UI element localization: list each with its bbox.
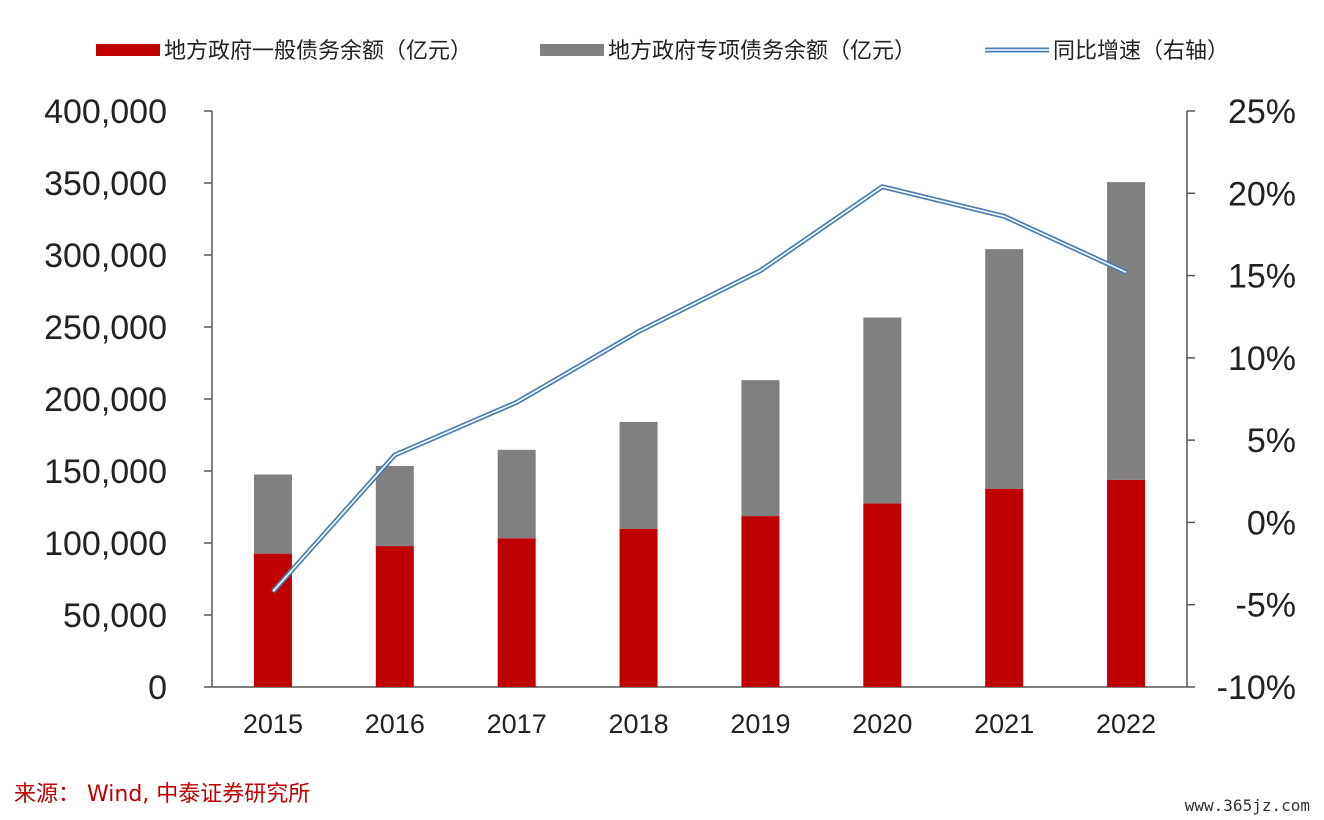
- bar-special-debt: [619, 421, 658, 529]
- source-note: 来源： Wind, 中泰证券研究所: [14, 782, 311, 807]
- right-tick-label: 5%: [1247, 422, 1296, 460]
- left-tick-label: 200,000: [44, 381, 167, 419]
- bar-special-debt: [375, 465, 414, 547]
- left-tick-label: 0: [148, 669, 167, 707]
- legend: 地方政府一般债务余额（亿元） 地方政府专项债务余额（亿元） 同比增速（右轴）: [96, 39, 1229, 64]
- bars: [253, 182, 1146, 687]
- x-tick-label: 2015: [243, 709, 303, 739]
- bar-special-debt: [863, 317, 902, 504]
- left-tick-label: 150,000: [44, 453, 167, 491]
- x-tick-label: 2020: [852, 709, 912, 739]
- right-tick-label: -5%: [1236, 587, 1296, 625]
- left-tick-label: 400,000: [44, 93, 167, 131]
- right-tick-label: 10%: [1228, 340, 1296, 378]
- left-tick-label: 50,000: [63, 597, 167, 635]
- legend-swatch-special: [540, 44, 604, 56]
- x-tick-label: 2021: [974, 709, 1034, 739]
- right-tick-label: 0%: [1247, 504, 1296, 542]
- x-tick-label: 2018: [609, 709, 669, 739]
- bar-special-debt: [1107, 182, 1146, 480]
- bar-general-debt: [497, 538, 536, 687]
- growth-line-inner: [272, 185, 1127, 593]
- bar-general-debt: [619, 528, 658, 687]
- growth-line: [271, 184, 1128, 594]
- watermark: www.365jz.com: [1184, 796, 1310, 815]
- left-tick-label: 100,000: [44, 525, 167, 563]
- left-tick-label: 300,000: [44, 237, 167, 275]
- x-tick-label: 2019: [730, 709, 790, 739]
- right-tick-label: 15%: [1228, 258, 1296, 296]
- bar-general-debt: [1107, 479, 1146, 687]
- bar-general-debt: [741, 516, 780, 687]
- bar-general-debt: [985, 488, 1024, 687]
- legend-swatch-general: [96, 44, 160, 56]
- legend-label: 地方政府专项债务余额（亿元）: [608, 39, 916, 64]
- left-tick-label: 350,000: [44, 165, 167, 203]
- right-tick-label: 20%: [1228, 175, 1296, 213]
- x-tick-label: 2017: [487, 709, 547, 739]
- axes: 0 50,000 100,000 150,000 200,000 250,000 300,0…: [44, 93, 1296, 739]
- right-tick-label: -10%: [1217, 669, 1296, 707]
- bar-general-debt: [375, 546, 414, 687]
- legend-label: 地方政府一般债务余额（亿元）: [164, 39, 472, 64]
- left-tick-label: 250,000: [44, 309, 167, 347]
- x-tick-label: 2016: [365, 709, 425, 739]
- right-tick-label: 25%: [1228, 93, 1296, 131]
- legend-label: 同比增速（右轴）: [1053, 39, 1229, 64]
- bar-special-debt: [253, 474, 292, 554]
- bar-special-debt: [741, 380, 780, 517]
- bar-special-debt: [497, 449, 536, 539]
- bar-general-debt: [863, 503, 902, 687]
- bar-special-debt: [985, 249, 1024, 489]
- x-tick-label: 2022: [1096, 709, 1156, 739]
